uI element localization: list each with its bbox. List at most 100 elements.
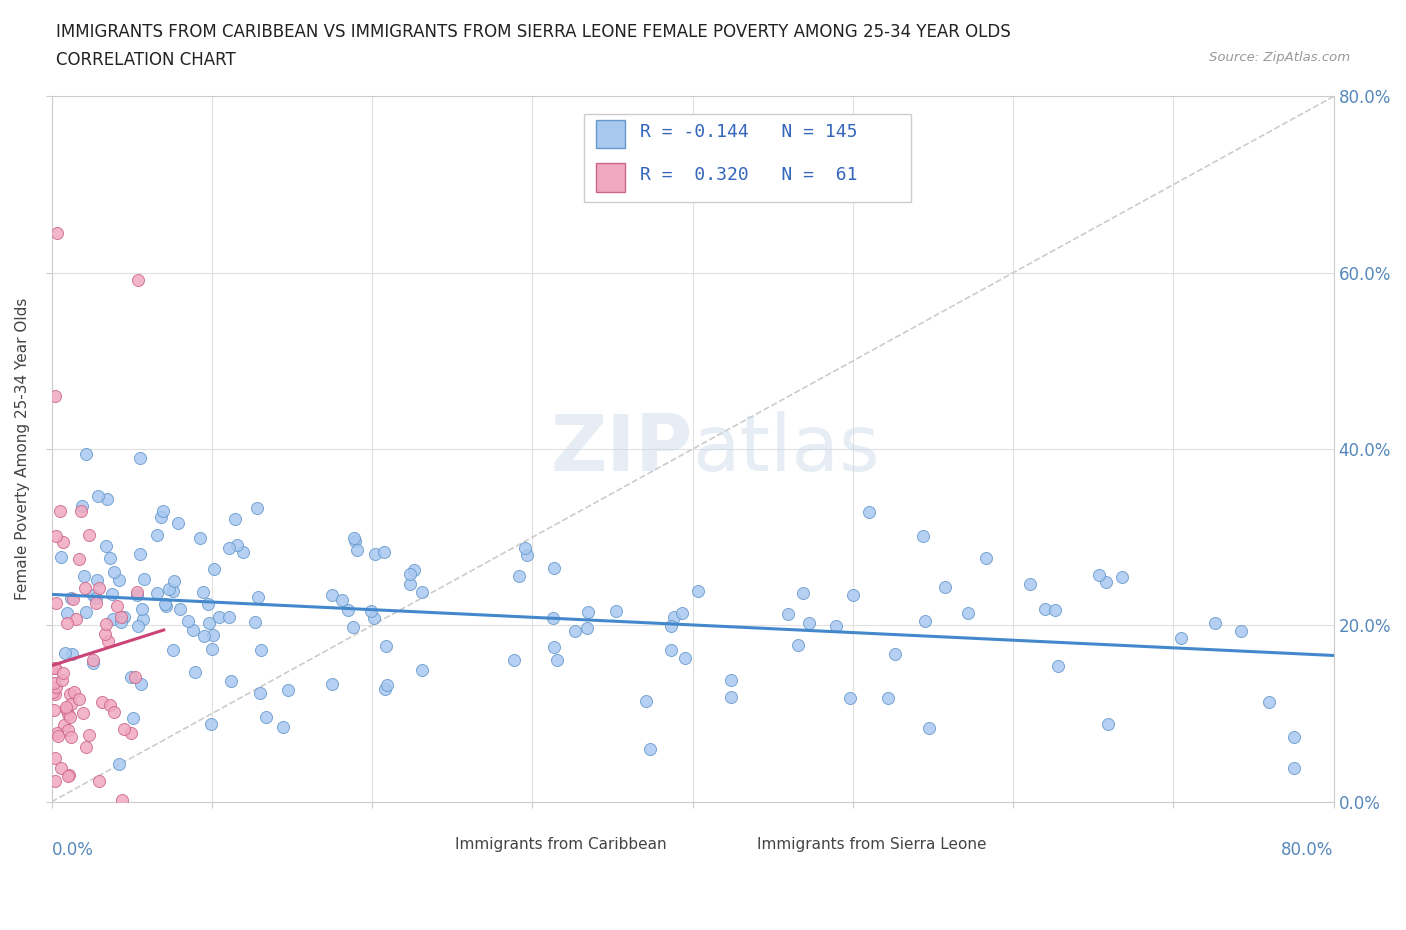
Point bbox=[914, 613, 936, 628]
Point bbox=[399, 566, 422, 581]
Point bbox=[112, 722, 135, 737]
Point bbox=[103, 565, 125, 579]
Point bbox=[86, 573, 108, 588]
Point bbox=[225, 538, 247, 552]
Point bbox=[673, 651, 696, 666]
Point bbox=[1258, 695, 1281, 710]
Point bbox=[246, 500, 269, 515]
Y-axis label: Female Poverty Among 25-34 Year Olds: Female Poverty Among 25-34 Year Olds bbox=[15, 298, 30, 600]
Point bbox=[1204, 616, 1226, 631]
Point bbox=[162, 584, 184, 599]
Point bbox=[1282, 730, 1305, 745]
Point bbox=[373, 545, 395, 560]
Point bbox=[51, 550, 73, 565]
Point bbox=[1111, 569, 1133, 584]
Point bbox=[188, 531, 211, 546]
Point bbox=[221, 673, 243, 688]
Point bbox=[46, 226, 69, 241]
Point bbox=[399, 577, 422, 591]
Point bbox=[218, 609, 240, 624]
Point bbox=[1047, 658, 1070, 673]
Point bbox=[101, 611, 124, 626]
Point bbox=[200, 716, 222, 731]
Point bbox=[73, 580, 96, 595]
Point bbox=[60, 647, 83, 662]
Text: Source: ZipAtlas.com: Source: ZipAtlas.com bbox=[1209, 51, 1350, 64]
Point bbox=[84, 595, 107, 610]
Point bbox=[98, 551, 121, 565]
Point bbox=[87, 488, 110, 503]
Point bbox=[402, 563, 425, 578]
Point bbox=[342, 619, 364, 634]
Point bbox=[166, 515, 188, 530]
Point bbox=[232, 545, 254, 560]
Point bbox=[55, 700, 77, 715]
Point bbox=[664, 609, 686, 624]
Point bbox=[72, 498, 94, 513]
Point bbox=[516, 548, 538, 563]
Point bbox=[546, 652, 568, 667]
Point bbox=[149, 510, 172, 525]
Point bbox=[108, 572, 131, 587]
Text: R =  0.320   N =  61: R = 0.320 N = 61 bbox=[640, 166, 858, 184]
Point bbox=[671, 605, 693, 620]
Point bbox=[42, 702, 65, 717]
Point bbox=[245, 615, 267, 630]
Point bbox=[578, 604, 600, 619]
Text: Immigrants from Caribbean: Immigrants from Caribbean bbox=[456, 837, 666, 852]
Point bbox=[202, 562, 225, 577]
Point bbox=[249, 685, 271, 700]
Point bbox=[44, 389, 66, 404]
Point bbox=[84, 591, 107, 605]
Point bbox=[65, 611, 87, 626]
Point bbox=[49, 503, 72, 518]
Point bbox=[411, 663, 433, 678]
Point bbox=[145, 527, 167, 542]
Point bbox=[321, 588, 343, 603]
Point bbox=[72, 706, 94, 721]
Point bbox=[89, 774, 111, 789]
Point bbox=[55, 616, 77, 631]
Point bbox=[122, 711, 145, 725]
Point bbox=[128, 450, 150, 465]
Point bbox=[127, 587, 149, 602]
Point bbox=[44, 774, 66, 789]
Point bbox=[51, 535, 73, 550]
Point bbox=[60, 729, 83, 744]
Point bbox=[193, 628, 215, 643]
Point bbox=[841, 588, 863, 603]
Point bbox=[974, 551, 997, 565]
Point bbox=[52, 717, 75, 732]
Point bbox=[45, 679, 67, 694]
Point bbox=[55, 645, 77, 660]
Point bbox=[70, 503, 93, 518]
Point bbox=[51, 672, 73, 687]
Point bbox=[73, 568, 96, 583]
Point bbox=[838, 691, 860, 706]
Point bbox=[686, 584, 709, 599]
Point bbox=[96, 492, 118, 507]
Point bbox=[169, 602, 191, 617]
Point bbox=[634, 694, 657, 709]
Point bbox=[877, 690, 900, 705]
Point bbox=[59, 697, 82, 711]
Point bbox=[124, 670, 146, 684]
Point bbox=[77, 727, 100, 742]
Point bbox=[77, 527, 100, 542]
Point bbox=[59, 710, 82, 724]
FancyBboxPatch shape bbox=[596, 120, 624, 148]
Point bbox=[125, 585, 148, 600]
Text: R = -0.144   N = 145: R = -0.144 N = 145 bbox=[640, 123, 858, 140]
Point bbox=[63, 685, 86, 700]
Point bbox=[105, 599, 128, 614]
FancyBboxPatch shape bbox=[418, 833, 446, 855]
Point bbox=[508, 568, 530, 583]
Point bbox=[98, 698, 121, 712]
Point bbox=[67, 551, 90, 566]
Point bbox=[1033, 602, 1056, 617]
Point bbox=[60, 591, 83, 605]
Point bbox=[120, 725, 142, 740]
Point bbox=[94, 617, 117, 631]
Point bbox=[374, 682, 396, 697]
Point bbox=[1043, 603, 1066, 618]
